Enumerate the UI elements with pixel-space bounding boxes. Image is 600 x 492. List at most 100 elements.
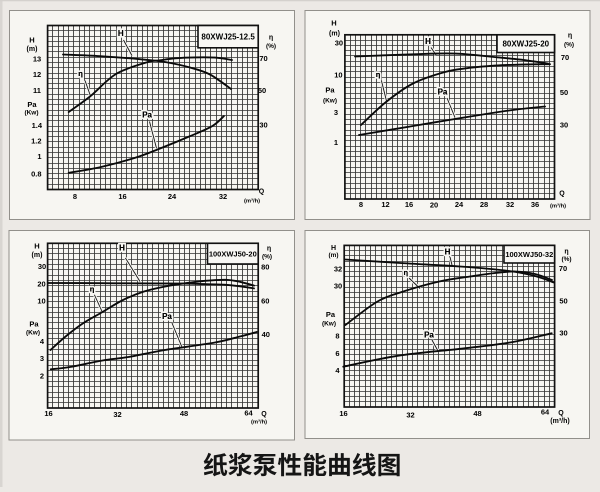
svg-text:(%): (%) [262, 253, 272, 260]
svg-text:(m³/h): (m³/h) [550, 418, 569, 425]
svg-text:28: 28 [480, 200, 488, 209]
svg-text:Pa: Pa [162, 312, 172, 321]
svg-text:30: 30 [335, 38, 343, 47]
svg-text:4: 4 [335, 366, 340, 375]
svg-text:Pa: Pa [424, 330, 434, 339]
svg-text:H: H [331, 19, 336, 28]
svg-text:70: 70 [259, 54, 267, 63]
svg-text:η: η [404, 268, 409, 277]
svg-text:80XWJ25-12.5: 80XWJ25-12.5 [201, 32, 255, 41]
svg-text:11: 11 [33, 86, 41, 95]
svg-text:48: 48 [180, 409, 188, 418]
svg-text:H: H [445, 247, 451, 256]
svg-text:H: H [425, 37, 431, 46]
svg-text:(m³/h): (m³/h) [244, 198, 260, 205]
svg-text:20: 20 [37, 279, 45, 288]
svg-text:64: 64 [541, 408, 550, 417]
svg-text:(m³/h): (m³/h) [251, 419, 267, 426]
svg-text:30: 30 [38, 262, 46, 271]
svg-text:80: 80 [261, 263, 269, 272]
svg-text:1: 1 [37, 152, 41, 161]
svg-text:(m): (m) [32, 252, 43, 259]
svg-text:η: η [404, 268, 409, 277]
svg-text:(Kw): (Kw) [26, 329, 40, 336]
svg-text:Pa: Pa [325, 86, 335, 95]
svg-text:8: 8 [73, 192, 77, 201]
svg-text:6: 6 [335, 349, 339, 358]
svg-text:32: 32 [506, 200, 514, 209]
svg-text:100XWJ50-32: 100XWJ50-32 [505, 250, 553, 259]
svg-text:(m³/h): (m³/h) [550, 203, 566, 210]
svg-text:η: η [568, 33, 572, 40]
svg-text:η: η [269, 35, 273, 42]
svg-text:η: η [376, 70, 381, 79]
svg-text:24: 24 [455, 200, 464, 209]
svg-text:1.2: 1.2 [31, 137, 41, 146]
svg-text:16: 16 [118, 192, 126, 201]
svg-text:Q: Q [261, 411, 267, 418]
svg-text:H: H [331, 245, 336, 252]
svg-text:H: H [425, 37, 431, 46]
svg-text:16: 16 [44, 409, 52, 418]
svg-text:Pa: Pa [438, 88, 448, 97]
svg-text:1.4: 1.4 [32, 121, 43, 130]
svg-text:(m): (m) [329, 31, 340, 38]
svg-text:Pa: Pa [29, 319, 39, 328]
svg-text:η: η [376, 70, 381, 79]
svg-text:10: 10 [334, 71, 342, 80]
svg-text:12: 12 [33, 70, 41, 79]
svg-text:η: η [78, 69, 83, 78]
svg-text:16: 16 [405, 200, 413, 209]
svg-text:(%): (%) [561, 256, 571, 263]
svg-text:H: H [119, 243, 125, 252]
svg-text:0.8: 0.8 [31, 169, 41, 178]
svg-text:η: η [267, 245, 271, 252]
svg-text:32: 32 [406, 411, 414, 420]
svg-text:Pa: Pa [438, 88, 448, 97]
svg-text:20: 20 [430, 201, 438, 210]
svg-text:8: 8 [359, 200, 363, 209]
svg-text:1: 1 [334, 138, 338, 147]
svg-text:H: H [119, 243, 125, 252]
svg-text:3: 3 [334, 108, 338, 117]
svg-text:100XWJ50-20: 100XWJ50-20 [209, 249, 257, 258]
svg-text:50: 50 [560, 88, 568, 97]
svg-text:Pa: Pa [142, 111, 152, 120]
svg-text:80XWJ25-20: 80XWJ25-20 [502, 39, 549, 48]
svg-text:32: 32 [334, 264, 342, 273]
svg-text:η: η [78, 69, 83, 78]
svg-text:36: 36 [531, 200, 539, 209]
svg-text:13: 13 [33, 55, 41, 64]
svg-text:Q: Q [259, 188, 265, 195]
svg-text:(%): (%) [266, 43, 276, 50]
svg-text:(m): (m) [27, 46, 38, 53]
svg-text:24: 24 [168, 192, 177, 201]
svg-text:64: 64 [244, 409, 253, 418]
svg-text:(m): (m) [329, 252, 339, 259]
svg-text:(Kw): (Kw) [322, 320, 336, 327]
svg-text:H: H [445, 247, 451, 256]
svg-text:40: 40 [262, 330, 270, 339]
svg-text:16: 16 [339, 409, 347, 418]
svg-text:70: 70 [561, 53, 569, 62]
svg-text:30: 30 [259, 121, 267, 130]
svg-text:32: 32 [113, 410, 121, 419]
svg-text:Pa: Pa [424, 330, 434, 339]
svg-text:Pa: Pa [142, 111, 152, 120]
svg-text:(Kw): (Kw) [24, 110, 38, 117]
svg-text:30: 30 [559, 329, 567, 338]
svg-text:30: 30 [560, 121, 568, 130]
svg-text:4: 4 [40, 337, 45, 346]
svg-text:60: 60 [261, 297, 269, 306]
svg-text:Pa: Pa [27, 100, 37, 109]
svg-text:8: 8 [335, 331, 339, 340]
svg-text:η: η [90, 285, 95, 294]
svg-text:η: η [90, 285, 95, 294]
svg-text:30: 30 [334, 281, 342, 290]
svg-text:2: 2 [40, 371, 44, 380]
svg-text:Pa: Pa [326, 310, 336, 319]
svg-text:Q: Q [558, 410, 564, 417]
svg-text:70: 70 [559, 264, 567, 273]
svg-text:50: 50 [258, 86, 266, 95]
svg-text:H: H [118, 29, 124, 38]
